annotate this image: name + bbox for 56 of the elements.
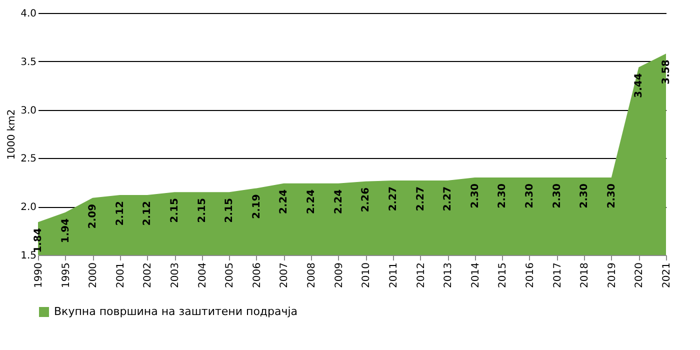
text: 2.15 [196,198,208,223]
y-axis-title: 1000 km2 [6,109,18,160]
x-tick-label: 2011 [388,262,400,288]
text: 2.15 [170,198,181,223]
x-tick-label: 2016 [524,262,536,288]
text: 2.27 [388,186,399,212]
x-tick-label: 2018 [580,262,591,288]
x-tick-label: 1995 [60,262,72,288]
text: 2.27 [442,186,454,212]
text: 2.24 [306,189,318,214]
x-tick-label: 2012 [416,262,427,288]
x-tick-label: 2020 [634,262,646,288]
text: 2.30 [497,184,508,208]
x-tick-label: 2006 [252,262,263,288]
text: 2.30 [524,184,536,208]
x-tick-label: 2019 [606,262,618,288]
x-tick-label: 2013 [443,262,454,288]
text: 2.09 [88,204,99,229]
x-tick-label: 2005 [224,262,236,288]
x-tick-label: 2021 [662,262,672,288]
text: 2.24 [333,189,344,214]
text: 2.30 [606,184,618,208]
x-tick-label: 2008 [306,262,318,288]
text: 1.94 [60,218,72,244]
text: 2.26 [360,187,372,212]
x-tick-label: 2010 [361,262,372,288]
text: 2.30 [579,184,590,208]
x-tick-label: 2000 [88,262,100,288]
text: 2.27 [415,186,426,212]
text: 2.30 [552,184,563,208]
x-tick-label: 2001 [115,262,126,288]
y-tick-label: 2.0 [20,202,36,214]
y-tick-label: 2.5 [20,154,36,165]
x-tick-label: 2014 [470,262,482,288]
x-tick-label: 2007 [279,262,290,288]
y-tick-label: 1.5 [20,250,36,262]
text: 3.58 [661,60,672,84]
x-tick-label: 2002 [142,262,154,288]
text: 1.84 [33,228,44,253]
x-tick-label: 1990 [34,262,44,288]
y-tick-label: 3.5 [20,56,36,68]
x-tick-label: 2003 [170,262,182,288]
text: 3.44 [634,73,645,98]
x-tick-label: 2015 [498,262,509,288]
x-tick-label: 2009 [334,262,345,288]
text: 2.19 [251,194,262,219]
y-tick-label: 4.0 [20,8,36,20]
text: 2.15 [224,198,236,223]
x-tick-label: 2017 [552,262,564,288]
y-tick-label: 3.0 [20,105,36,116]
text: 2.30 [470,184,481,208]
text: 2.24 [278,189,290,214]
text: 2.12 [114,200,126,226]
x-tick-label: 2004 [197,262,208,288]
legend-label: Вкупна површина на заштитени подрачја [54,305,298,318]
text: 2.12 [142,200,154,226]
